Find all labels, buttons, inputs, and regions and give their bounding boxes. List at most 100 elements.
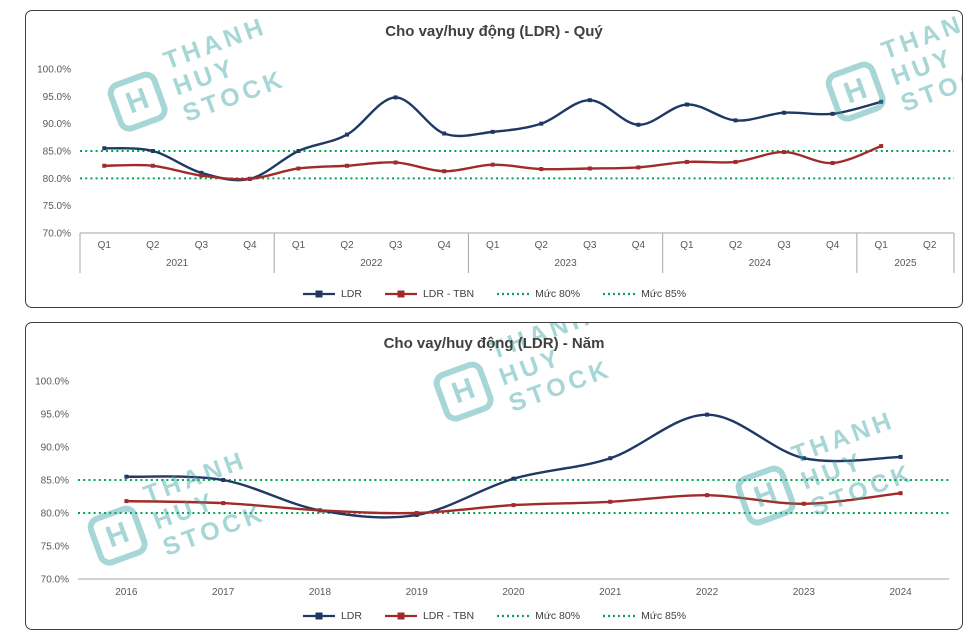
data-point-marker xyxy=(490,162,495,167)
x-axis-quarter-label: Q4 xyxy=(437,240,451,251)
legend-marker xyxy=(397,290,405,298)
legend-swatch-m-c-85 xyxy=(603,614,636,618)
legend-swatch-m-c-80 xyxy=(497,614,530,618)
data-point-marker xyxy=(199,173,204,178)
data-point-marker xyxy=(879,99,884,104)
data-point-marker xyxy=(414,511,419,515)
x-axis-year-label: 2021 xyxy=(599,587,622,598)
y-axis-tick-label: 90.0% xyxy=(43,119,71,130)
yearly-chart-plot: 100.0% 95.0% 90.0% 85.0% 80.0% 75.0% 70.0% 2016… xyxy=(35,377,949,598)
data-point-marker xyxy=(296,166,301,171)
data-point-marker xyxy=(393,160,398,165)
x-axis-quarter-label: Q4 xyxy=(632,240,646,251)
legend-swatch-ldr-tbn xyxy=(384,612,417,620)
x-axis-quarter-label: Q2 xyxy=(923,240,937,251)
legend-item-ldr-tbn: LDR - TBN xyxy=(384,610,474,622)
data-point-marker xyxy=(150,163,155,168)
x-axis-quarter-label: Q3 xyxy=(583,240,597,251)
yearly-ldr-chart-panel: Cho vay/huy động (LDR) - Năm 100.0% 95.0%… xyxy=(25,322,963,630)
legend-label: Mức 85% xyxy=(641,610,687,622)
x-axis-year-label: 2023 xyxy=(554,258,577,269)
data-point-marker xyxy=(539,121,544,126)
x-axis-year-label: 2016 xyxy=(115,587,138,598)
data-point-marker xyxy=(898,454,903,459)
y-axis-tick-label: 70.0% xyxy=(41,575,69,586)
yearly-chart-legend: LDR LDR - TBN Mức 80% Mức 85% xyxy=(26,610,962,622)
x-axis-quarter-label: Q1 xyxy=(874,240,888,251)
data-point-marker xyxy=(587,166,592,171)
x-axis-quarter-label: Q1 xyxy=(292,240,306,251)
quarterly-ldr-chart-panel: Cho vay/huy động (LDR) - Quý 100.0% 95.0%… xyxy=(25,10,963,308)
x-axis-year-label: 2019 xyxy=(406,587,429,598)
data-point-marker xyxy=(636,165,641,170)
data-point-marker xyxy=(539,167,544,172)
data-point-marker xyxy=(124,499,129,504)
data-point-marker xyxy=(608,499,613,504)
legend-marker xyxy=(315,290,323,298)
x-axis-quarter-label: Q1 xyxy=(680,240,694,251)
data-point-marker xyxy=(830,111,835,116)
x-axis-year-label: 2020 xyxy=(502,587,525,598)
legend-marker xyxy=(397,612,405,620)
data-point-marker xyxy=(102,146,107,151)
legend-label: Mức 80% xyxy=(535,610,581,622)
data-point-marker xyxy=(150,149,155,153)
quarterly-chart-legend: LDR LDR - TBN Mức 80% Mức 85% xyxy=(26,288,962,300)
legend-item-m-c-80: Mức 80% xyxy=(496,288,580,300)
legend-label: Mức 85% xyxy=(641,288,687,300)
legend-label: LDR xyxy=(340,288,362,300)
data-point-marker xyxy=(124,474,129,479)
x-axis-quarter-label: Q4 xyxy=(243,240,257,251)
legend-label: LDR - TBN xyxy=(422,610,475,622)
quarterly-chart-plot: 100.0% 95.0% 90.0% 85.0% 80.0% 75.0% 70.0% Q1 Q2… xyxy=(37,65,955,273)
legend-marker xyxy=(315,612,323,620)
x-axis-quarter-label: Q1 xyxy=(98,240,112,251)
data-point-marker xyxy=(490,129,495,134)
data-point-marker xyxy=(782,150,787,155)
yearly-chart-title: Cho vay/huy động (LDR) - Năm xyxy=(383,335,605,352)
data-point-marker xyxy=(801,501,806,506)
data-point-marker xyxy=(879,144,884,149)
x-axis-year-label: 2024 xyxy=(749,258,772,269)
y-axis-tick-label: 90.0% xyxy=(41,443,69,454)
legend-item-ldr: LDR xyxy=(302,288,362,300)
y-axis-tick-label: 100.0% xyxy=(35,377,69,388)
data-point-marker xyxy=(733,159,738,164)
legend-swatch-m-c-85 xyxy=(603,292,636,296)
y-axis-tick-label: 75.0% xyxy=(43,201,71,212)
legend-label: LDR - TBN xyxy=(422,288,475,300)
data-point-marker xyxy=(317,508,322,513)
data-point-marker xyxy=(221,478,226,482)
data-point-marker xyxy=(801,456,806,461)
x-axis-quarter-label: Q2 xyxy=(535,240,549,251)
data-point-marker xyxy=(511,503,516,508)
legend-label: LDR xyxy=(340,610,362,622)
x-axis-year-label: 2022 xyxy=(696,587,719,598)
data-point-marker xyxy=(393,95,398,100)
y-axis-tick-label: 85.0% xyxy=(41,476,69,487)
x-axis-year-label: 2024 xyxy=(889,587,912,598)
x-axis-quarter-label: Q1 xyxy=(486,240,500,251)
y-axis-tick-label: 85.0% xyxy=(43,147,71,158)
data-point-marker xyxy=(705,493,710,498)
data-point-marker xyxy=(684,102,689,107)
legend-label: Mức 80% xyxy=(535,288,581,300)
data-point-marker xyxy=(102,163,107,168)
x-axis-year-label: 2018 xyxy=(309,587,332,598)
x-axis-quarter-label: Q3 xyxy=(777,240,791,251)
y-axis-tick-label: 75.0% xyxy=(41,542,69,553)
quarterly-chart-title: Cho vay/huy động (LDR) - Quý xyxy=(385,23,603,40)
y-axis-tick-label: 100.0% xyxy=(37,65,71,76)
x-axis-quarter-label: Q3 xyxy=(195,240,209,251)
data-point-marker xyxy=(345,132,350,137)
data-point-marker xyxy=(247,176,252,181)
legend-item-m-c-80: Mức 80% xyxy=(496,610,580,622)
data-point-marker xyxy=(733,118,738,123)
data-point-marker xyxy=(782,110,787,115)
x-axis-year-label: 2017 xyxy=(212,587,235,598)
data-point-marker xyxy=(345,163,350,168)
y-axis-tick-label: 95.0% xyxy=(41,410,69,421)
y-axis-tick-label: 70.0% xyxy=(43,229,71,240)
x-axis-quarter-label: Q3 xyxy=(389,240,403,251)
data-point-marker xyxy=(830,161,835,166)
